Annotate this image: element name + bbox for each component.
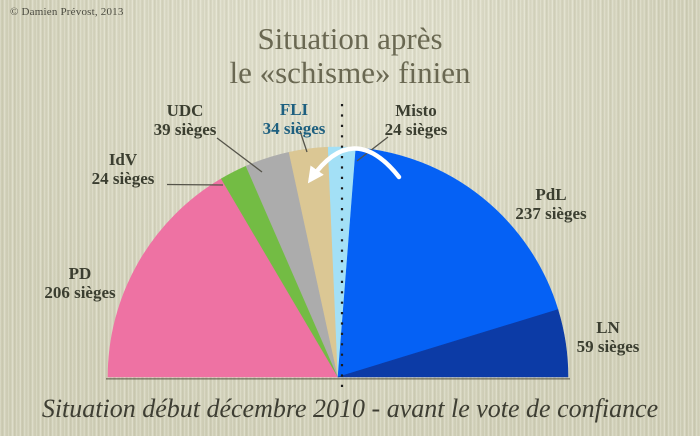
label-idv: IdV 24 sièges <box>63 150 183 188</box>
party-name: Misto <box>395 101 437 120</box>
label-pd: PD 206 sièges <box>20 264 140 302</box>
label-ln: LN 59 sièges <box>548 318 668 356</box>
label-pdl: PdL 237 sièges <box>491 185 611 223</box>
label-misto: Misto 24 sièges <box>356 101 476 139</box>
idv-leader-line <box>166 183 224 186</box>
copyright-text: © Damien Prévost, 2013 <box>10 6 124 18</box>
party-seats: 206 sièges <box>44 283 116 302</box>
udc-leader-line <box>216 137 263 173</box>
party-seats: 237 sièges <box>515 204 587 223</box>
party-seats: 24 sièges <box>384 120 448 139</box>
party-seats: 24 sièges <box>91 169 155 188</box>
leader-lines <box>166 130 389 186</box>
title-line-2: le «schisme» finien <box>229 55 471 90</box>
pie-slice-pdl <box>337 147 559 378</box>
party-name: PD <box>68 264 92 283</box>
label-fli: FLI 34 sièges <box>234 100 354 138</box>
pie-slice-pd <box>107 178 339 378</box>
slide-title: Situation après le «schisme» finien <box>0 22 700 90</box>
party-name: PdL <box>535 185 567 204</box>
schism-arrow <box>307 146 402 184</box>
pie-slice-ln <box>337 309 569 378</box>
party-name: FLI <box>279 100 309 119</box>
label-udc: UDC 39 sièges <box>125 101 245 139</box>
pie-slices <box>107 146 569 378</box>
party-name: UDC <box>166 101 204 120</box>
slide-caption: Situation début décembre 2010 - avant le… <box>41 394 659 423</box>
title-line-1: Situation après <box>257 21 443 56</box>
party-name: IdV <box>108 150 138 169</box>
fli-leader-line <box>299 130 308 153</box>
misto-leader-line <box>356 136 389 162</box>
party-seats: 59 sièges <box>576 337 640 356</box>
party-seats: 39 sièges <box>153 120 217 139</box>
party-seats: 34 sièges <box>262 119 326 138</box>
party-name: LN <box>596 318 620 337</box>
